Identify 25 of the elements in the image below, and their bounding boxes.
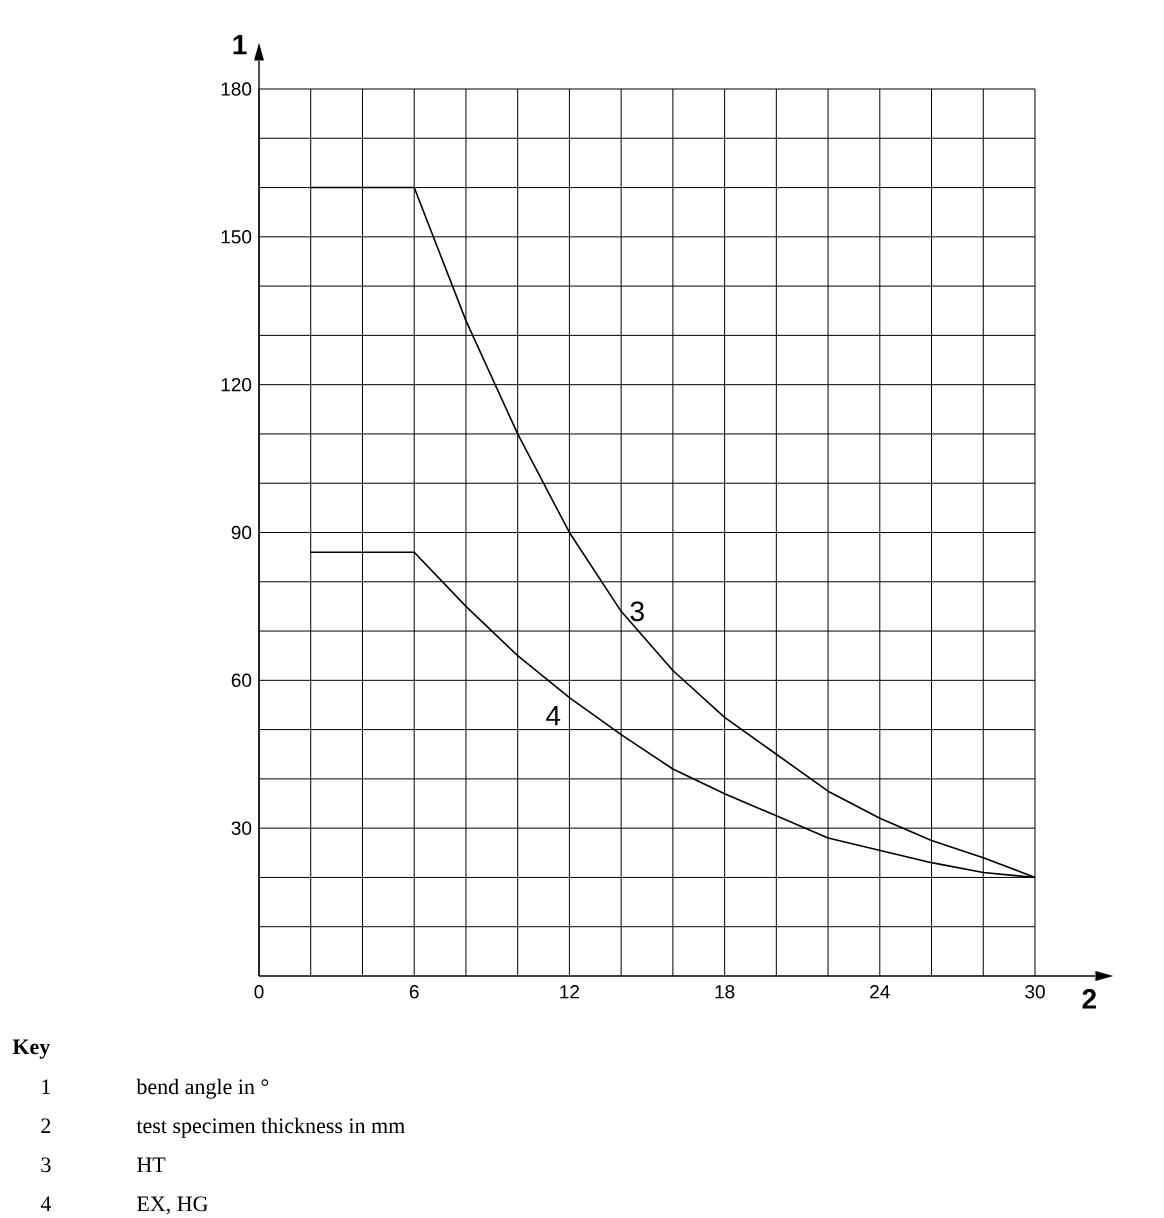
x-tick-label: 18 xyxy=(715,985,735,999)
y-axis-title: 1 xyxy=(233,35,247,55)
text: Key xyxy=(12,1039,51,1059)
x-axis-title: 2 xyxy=(1082,989,1096,1009)
text: EX, HG xyxy=(137,1196,208,1215)
series-label: 3 xyxy=(630,601,644,622)
x-tick-label: 12 xyxy=(560,985,580,999)
y-tick-label: 30 xyxy=(231,821,252,835)
text: HT xyxy=(137,1157,166,1172)
text: 1 xyxy=(42,1079,51,1094)
text: 2 xyxy=(41,1118,51,1133)
text: test specimen thickness in mm xyxy=(136,1117,405,1138)
text: bend angle in ° xyxy=(136,1078,269,1099)
x-tick-label: 24 xyxy=(870,985,890,999)
x-tick-label: 6 xyxy=(409,985,419,999)
text: 3 xyxy=(41,1157,51,1173)
y-tick-label: 180 xyxy=(221,82,252,96)
y-tick-label: 120 xyxy=(221,377,252,392)
x-tick-label: 30 xyxy=(1025,985,1045,999)
text: 4 xyxy=(40,1196,52,1211)
y-tick-label: 60 xyxy=(231,673,252,688)
x-tick-label: 0 xyxy=(254,985,264,999)
y-tick-label: 150 xyxy=(221,230,252,244)
y-tick-label: 90 xyxy=(231,525,252,540)
series-label: 4 xyxy=(546,705,561,726)
